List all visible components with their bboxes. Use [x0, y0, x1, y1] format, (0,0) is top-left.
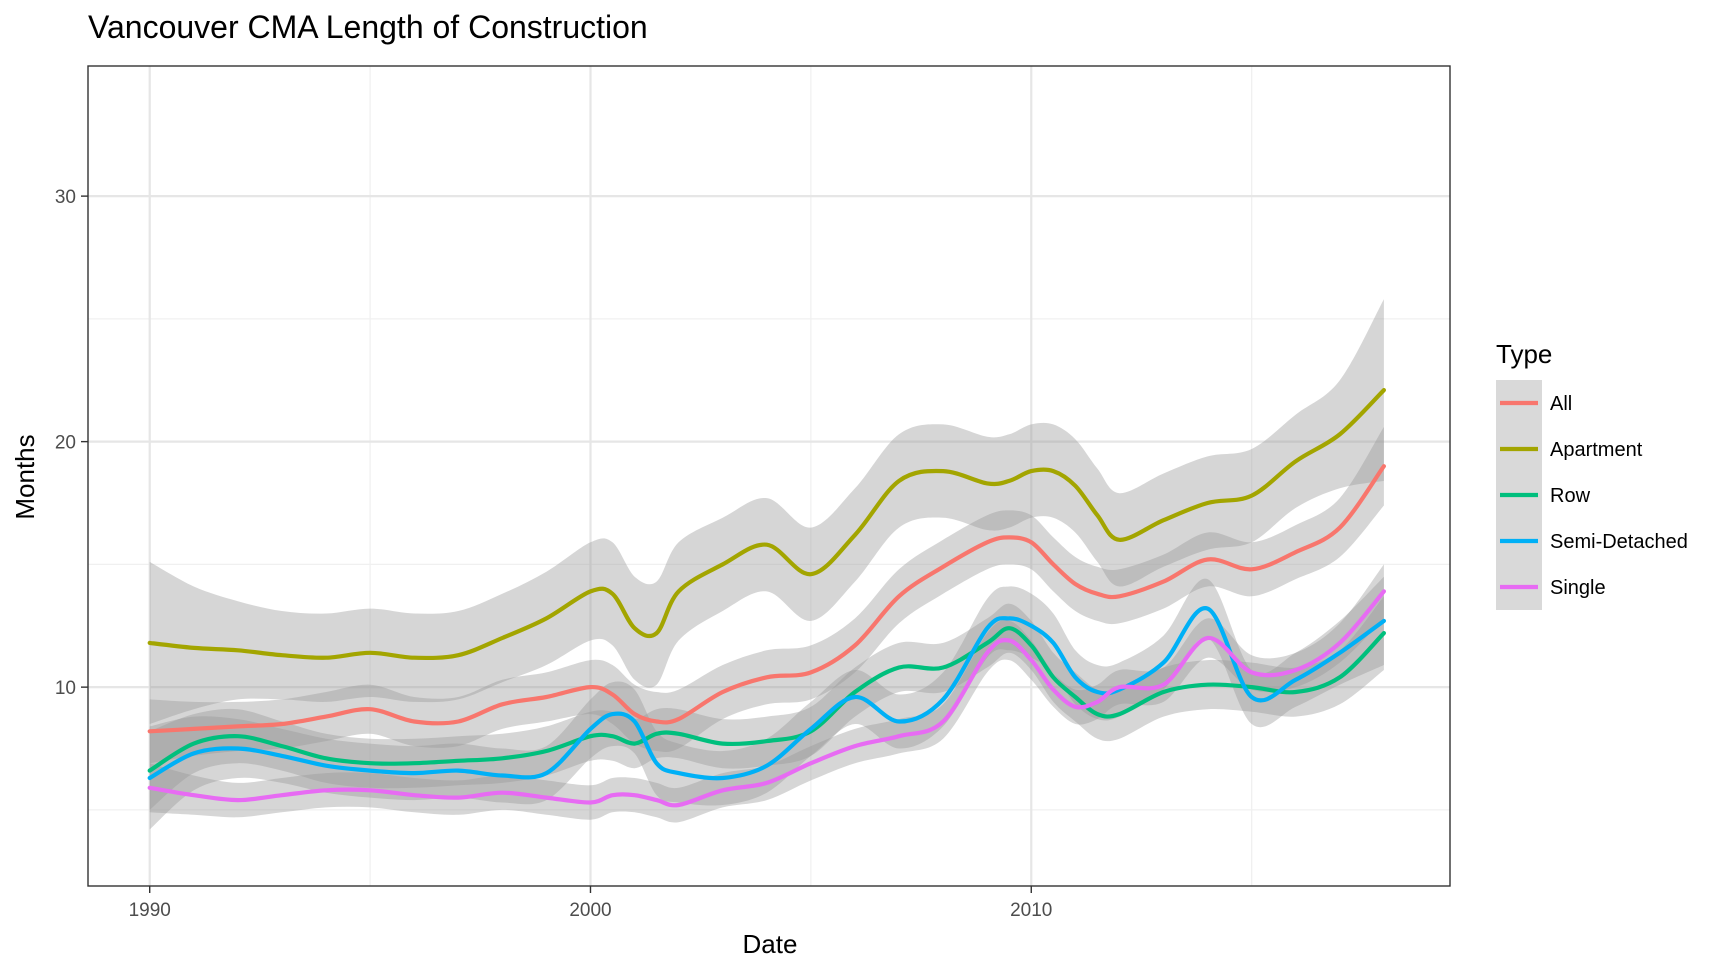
band-all [149, 426, 1384, 764]
panel-border [87, 65, 1451, 887]
y-axis-title: Months [10, 434, 40, 519]
legend-label-single: Single [1550, 577, 1606, 599]
legend-label-row: Row [1550, 485, 1591, 507]
series-line-single [147, 589, 1386, 808]
legend-label-apartment: Apartment [1550, 439, 1643, 461]
legend-label-all: All [1550, 393, 1572, 415]
band-apartment [149, 299, 1384, 724]
band-semi-detached [149, 576, 1384, 830]
legend: Type All Apartment Row Semi-Detached Single [1496, 339, 1688, 610]
plot-panel [87, 65, 1451, 887]
series-line-semi-detached [147, 606, 1386, 781]
x-tick-label: 2010 [1010, 900, 1052, 921]
chart-title: Vancouver CMA Length of Construction [88, 9, 648, 45]
series-line-row [147, 626, 1386, 773]
legend-label-semi-detached: Semi-Detached [1550, 531, 1688, 553]
y-tick-label: 30 [55, 187, 76, 208]
legend-title: Type [1496, 339, 1552, 369]
x-tick-label: 1990 [129, 900, 171, 921]
x-tick-label: 2000 [569, 900, 611, 921]
y-tick-label: 10 [55, 678, 76, 699]
series-line-all [147, 464, 1386, 734]
y-tick-label: 20 [55, 433, 76, 454]
x-axis-title: Date [743, 929, 798, 959]
band-row [149, 596, 1384, 810]
panel-background [88, 66, 1450, 886]
series-line-apartment [147, 388, 1386, 661]
